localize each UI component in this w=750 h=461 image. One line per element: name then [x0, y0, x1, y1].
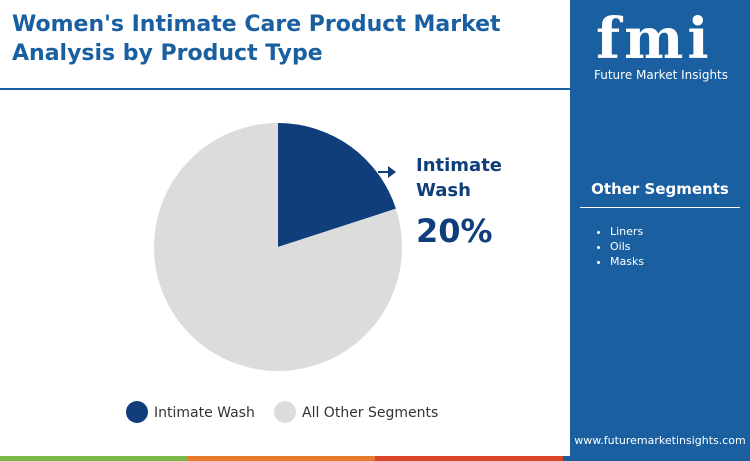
brand: Future Market Insights: [594, 68, 729, 82]
sidebar-rule: [580, 207, 740, 208]
chart: Intimate Wash All Other Segments: [126, 123, 438, 423]
strip-segment: [0, 456, 188, 461]
legend-label: Intimate Wash: [154, 405, 255, 421]
segment-item: Masks: [610, 254, 644, 269]
legend-swatch: [274, 401, 296, 423]
legend-swatch: [126, 401, 148, 423]
strip-segment: [375, 456, 563, 461]
color-strip: [0, 456, 750, 461]
callout-arrowhead: [388, 166, 396, 178]
callout-label: Intimate Wash: [416, 155, 503, 201]
segment-item: Liners: [610, 224, 644, 239]
sidebar: fmi Future Market Insights Other Segment…: [570, 0, 750, 456]
title-rule: [0, 88, 570, 90]
logo: fmi: [596, 6, 713, 72]
callout-value: 20%: [416, 212, 493, 250]
pie-slice: [278, 123, 396, 247]
strip-segment: [562, 456, 750, 461]
legend-label: All Other Segments: [302, 405, 438, 421]
segment-item: Oils: [610, 239, 644, 254]
pie-slice: [153, 123, 402, 371]
segment-list: LinersOilsMasks: [596, 224, 644, 269]
sidebar-heading: Other Segments: [591, 180, 729, 198]
website: www.futuremarketinsights.com: [574, 434, 746, 447]
strip-segment: [187, 456, 375, 461]
title: Women's Intimate Care Product Market Ana…: [12, 12, 501, 66]
